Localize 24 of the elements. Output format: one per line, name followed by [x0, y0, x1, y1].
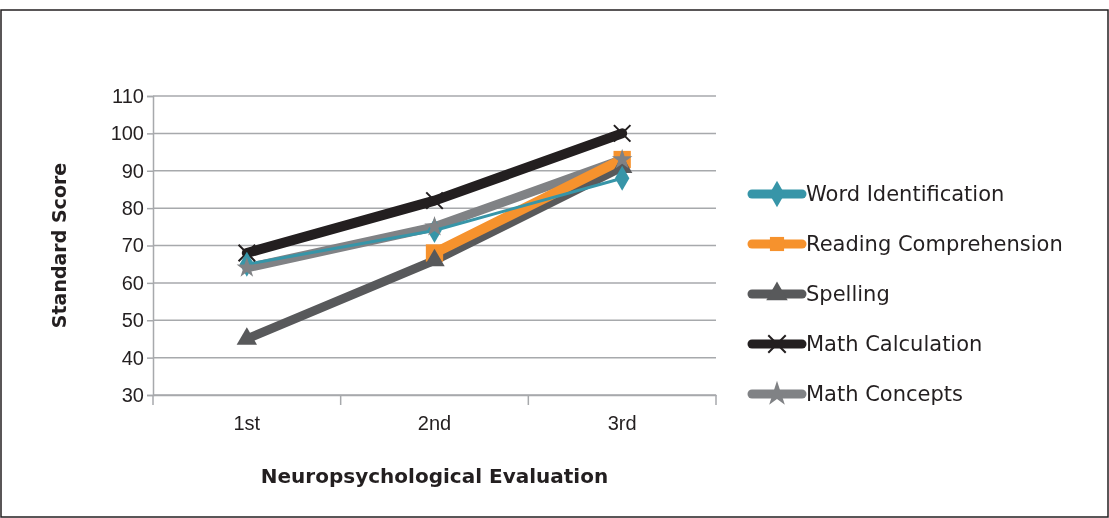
point — [236, 327, 258, 345]
y-axis-title: Standard Score — [48, 162, 70, 329]
y-tick-label: 60 — [121, 271, 144, 294]
y-tick-label: 80 — [121, 197, 144, 220]
point — [237, 243, 257, 263]
legend-label: Spelling — [806, 282, 890, 307]
legend-label: Word Identification — [806, 182, 1005, 207]
point — [425, 191, 444, 210]
legend-label: Reading Comprehension — [806, 232, 1063, 257]
point — [612, 124, 632, 143]
x-tick-label: 2nd — [417, 412, 452, 434]
y-tick-label: 30 — [121, 383, 144, 406]
legend-label: Math Concepts — [806, 382, 963, 407]
point — [236, 257, 258, 277]
legend-label: Math Calculation — [806, 332, 983, 357]
x-tick-label: 1st — [233, 412, 261, 434]
y-tick-label: 100 — [110, 122, 144, 145]
x-tick-label: 3rd — [607, 412, 637, 434]
y-tick-label: 70 — [121, 234, 144, 257]
y-tick-label: 90 — [121, 159, 144, 182]
y-tick-label: 40 — [121, 346, 144, 369]
y-tick-label: 50 — [121, 309, 144, 332]
x-axis-title: Neuropsychological Evaluation — [260, 464, 609, 488]
y-tick-label: 110 — [112, 84, 144, 107]
